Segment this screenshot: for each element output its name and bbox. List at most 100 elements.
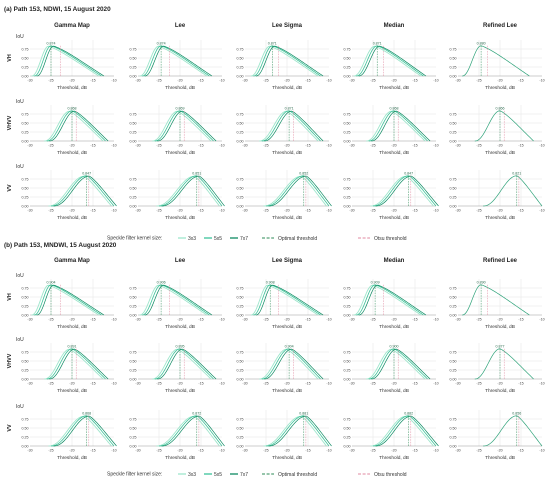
series-line-7x7: [375, 415, 439, 447]
x-tick-label: -25: [263, 79, 268, 83]
y-tick-label: 0.50: [237, 187, 244, 191]
x-axis-title: Threshold, dB: [57, 324, 87, 330]
series-line-7x7: [144, 45, 213, 77]
subplot-vv-median: 0.00 0.25 0.50 0.75 -30 -25 -20 -15 -10 0.847 Thre…: [344, 170, 439, 221]
series-line-3x3: [370, 415, 434, 447]
series-line-5x5: [50, 415, 115, 447]
y-tick-label: 0.25: [450, 196, 457, 200]
peak-iou-label: 0.847: [82, 171, 91, 175]
subplot-vhvv-lee-sigma: 0.00 0.25 0.50 0.75 -30 -25 -20 -15 -10 0.871 Thre…: [237, 105, 332, 156]
x-axis-title: Threshold, dB: [165, 455, 195, 461]
x-tick-label: -10: [433, 144, 438, 148]
y-tick-label: 0.00: [450, 140, 457, 144]
x-tick-label: -20: [177, 382, 182, 386]
series-line-5x5: [368, 348, 428, 380]
y-tick-label: 0.25: [130, 436, 137, 440]
peak-iou-label: 0.891: [68, 344, 77, 348]
y-tick-label: 0.00: [130, 445, 137, 449]
x-tick-label: -10: [326, 209, 331, 213]
x-tick-label: -20: [391, 449, 396, 453]
series-line-7x7: [53, 415, 117, 447]
series-line-5x5: [46, 110, 106, 142]
y-tick-label: 0.50: [344, 187, 351, 191]
x-tick-label: -10: [326, 144, 331, 148]
peak-iou-label: 0.874: [157, 41, 166, 45]
y-tick-label: 0.00: [237, 140, 244, 144]
series-line-7x7: [36, 45, 105, 77]
peak-iou-label: 0.880: [477, 41, 486, 45]
x-tick-label: -20: [284, 209, 289, 213]
series-line-5x5: [142, 284, 210, 316]
y-tick-label: 0.00: [344, 75, 351, 79]
y-tick-label: 0.75: [450, 351, 457, 355]
x-tick-label: -25: [263, 144, 268, 148]
y-tick-label: 0.00: [450, 75, 457, 79]
x-tick-label: -20: [284, 144, 289, 148]
series-line-5x5: [34, 284, 102, 316]
series-line-7x7: [161, 175, 225, 207]
y-tick-label: 0.75: [130, 351, 137, 355]
x-tick-label: -15: [412, 382, 417, 386]
x-tick-label: -30: [242, 209, 247, 213]
series-line-refined-lee: [483, 175, 543, 207]
x-tick-label: -25: [263, 318, 268, 322]
y-axis-unit-label: IoU: [16, 404, 24, 410]
x-axis-title: Threshold, dB: [165, 85, 195, 91]
y-tick-label: 0.25: [237, 436, 244, 440]
series-line-7x7: [375, 175, 439, 207]
series-line-refined-lee: [474, 110, 534, 142]
series-line-7x7: [268, 415, 332, 447]
x-tick-label: -15: [412, 144, 417, 148]
series-line-5x5: [34, 45, 102, 77]
series-line-refined-lee: [462, 45, 530, 77]
y-tick-label: 0.50: [344, 57, 351, 61]
legend: Speckle filter kernel size: 3x3 5x5 7x7 Opti…: [107, 236, 407, 242]
y-tick-label: 0.25: [22, 436, 29, 440]
peak-iou-label: 0.871: [373, 41, 382, 45]
peak-iou-label: 0.852: [299, 171, 308, 175]
series-line-7x7: [49, 110, 109, 142]
subplot-vhvv-refined-lee: 0.00 0.25 0.50 0.75 -30 -25 -20 -15 -10 0.877 Thre…: [450, 343, 545, 394]
y-tick-label: 0.75: [344, 178, 351, 182]
subplot-vhvv-gamma-map: 0.00 0.25 0.50 0.75 -30 -25 -20 -15 -10 IoU VHVV 0.…: [7, 99, 117, 156]
x-tick-label: -20: [69, 449, 74, 453]
x-tick-label: -15: [518, 318, 523, 322]
x-tick-label: -30: [455, 209, 460, 213]
x-tick-label: -25: [48, 144, 53, 148]
x-tick-label: -25: [156, 144, 161, 148]
x-tick-label: -30: [455, 318, 460, 322]
subplot-vhvv-refined-lee: 0.00 0.25 0.50 0.75 -30 -25 -20 -15 -10 0.866 Thre…: [450, 105, 545, 156]
x-tick-label: -30: [27, 382, 32, 386]
subplot-vh-gamma-map: 0.00 0.25 0.50 0.75 -30 -25 -20 -15 -10 IoU VH 0.90…: [7, 273, 117, 330]
y-tick-label: 0.00: [130, 205, 137, 209]
y-tick-label: 0.25: [450, 369, 457, 373]
y-axis-unit-label: IoU: [16, 34, 24, 40]
y-tick-label: 0.00: [237, 378, 244, 382]
y-tick-label: 0.00: [130, 378, 137, 382]
x-tick-label: -15: [90, 449, 95, 453]
x-tick-label: -25: [476, 449, 481, 453]
series-line-5x5: [46, 348, 106, 380]
subplot-vv-gamma-map: 0.00 0.25 0.50 0.75 -30 -25 -20 -15 -10 IoU VV 0.86…: [7, 404, 117, 461]
x-tick-label: -10: [539, 209, 544, 213]
y-tick-label: 0.00: [237, 314, 244, 318]
x-axis-title: Threshold, dB: [272, 215, 302, 221]
series-line-3x3: [48, 175, 112, 207]
x-tick-label: -30: [349, 382, 354, 386]
series-line-3x3: [31, 284, 100, 316]
y-tick-label: 0.50: [22, 427, 29, 431]
series-line-7x7: [268, 175, 332, 207]
peak-iou-label: 0.869: [176, 106, 185, 110]
x-tick-label: -20: [69, 318, 74, 322]
series-line-7x7: [371, 110, 431, 142]
x-tick-label: -25: [156, 209, 161, 213]
x-tick-label: -30: [135, 382, 140, 386]
x-tick-label: -10: [433, 318, 438, 322]
x-tick-label: -20: [69, 382, 74, 386]
y-tick-label: 0.50: [130, 187, 137, 191]
legend-entry: 7x7: [240, 472, 248, 478]
peak-iou-label: 0.871: [268, 41, 277, 45]
series-line-3x3: [156, 415, 220, 447]
x-tick-label: -15: [305, 79, 310, 83]
series-line-7x7: [264, 110, 324, 142]
